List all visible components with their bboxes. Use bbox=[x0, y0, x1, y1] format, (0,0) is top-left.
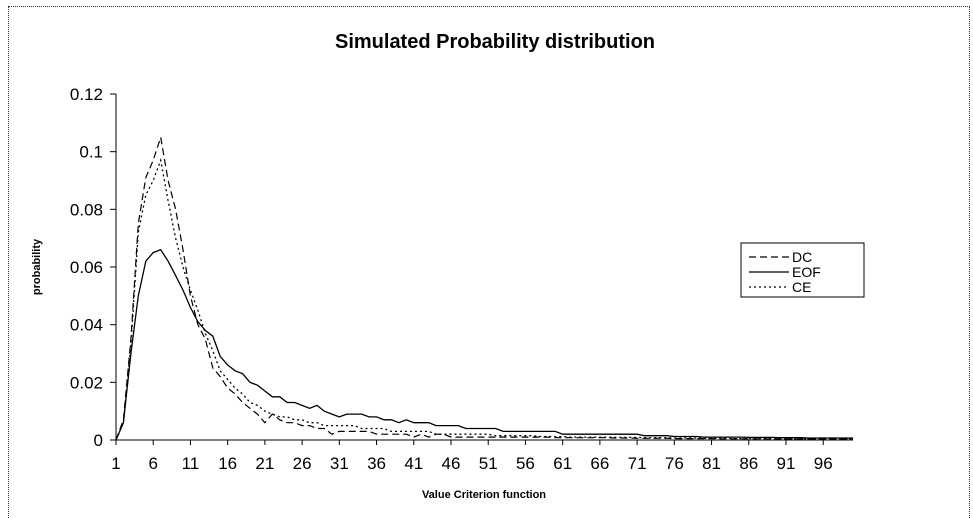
x-tick-label: 86 bbox=[739, 454, 758, 473]
x-tick-label: 31 bbox=[330, 454, 349, 473]
y-tick-label: 0.04 bbox=[70, 316, 103, 335]
legend-label-eof: EOF bbox=[792, 264, 821, 280]
x-tick-label: 16 bbox=[218, 454, 237, 473]
x-tick-label: 11 bbox=[182, 454, 200, 473]
y-tick-label: 0.08 bbox=[70, 200, 103, 219]
series-line-ce bbox=[115, 157, 853, 441]
x-tick-label: 36 bbox=[367, 454, 386, 473]
x-tick-label: 21 bbox=[255, 454, 274, 473]
y-tick-label: 0.06 bbox=[70, 258, 103, 277]
y-tick-label: 0 bbox=[94, 431, 103, 450]
y-tick-label: 0.1 bbox=[79, 143, 103, 162]
x-tick-label: 1 bbox=[111, 454, 120, 473]
legend-label-ce: CE bbox=[792, 279, 811, 295]
x-tick-label: 41 bbox=[404, 454, 423, 473]
chart-frame bbox=[8, 6, 970, 518]
x-tick-label: 71 bbox=[628, 454, 647, 473]
x-axis-label: Value Criterion function bbox=[422, 489, 546, 501]
chart-title: Simulated Probability distribution bbox=[335, 31, 655, 53]
legend-label-dc: DC bbox=[792, 249, 812, 265]
x-tick-label: 46 bbox=[442, 454, 461, 473]
x-tick-label: 61 bbox=[553, 454, 572, 473]
x-tick-label: 91 bbox=[777, 454, 796, 473]
x-tick-label: 96 bbox=[814, 454, 833, 473]
x-tick-label: 6 bbox=[148, 454, 157, 473]
y-tick-label: 0.12 bbox=[70, 85, 103, 104]
x-axis: 1 6 11 16 21 26 31 36 41 46 51 56 61 66 71 76 81 86 91 96 bbox=[111, 440, 833, 473]
x-tick-label: 66 bbox=[590, 454, 609, 473]
x-tick-label: 51 bbox=[479, 454, 498, 473]
series-line-eof bbox=[115, 248, 853, 441]
x-tick-label: 81 bbox=[702, 454, 721, 473]
y-tick-label: 0.02 bbox=[70, 373, 103, 392]
y-axis-label: probability bbox=[31, 238, 43, 295]
series-lines bbox=[115, 137, 853, 441]
y-axis: 0 0.02 0.04 0.06 0.08 0.1 0.12 bbox=[70, 85, 116, 450]
x-tick-label: 76 bbox=[665, 454, 684, 473]
series-line-dc bbox=[115, 137, 853, 441]
x-tick-label: 26 bbox=[293, 454, 312, 473]
legend-box bbox=[740, 242, 865, 298]
x-tick-label: 56 bbox=[516, 454, 535, 473]
